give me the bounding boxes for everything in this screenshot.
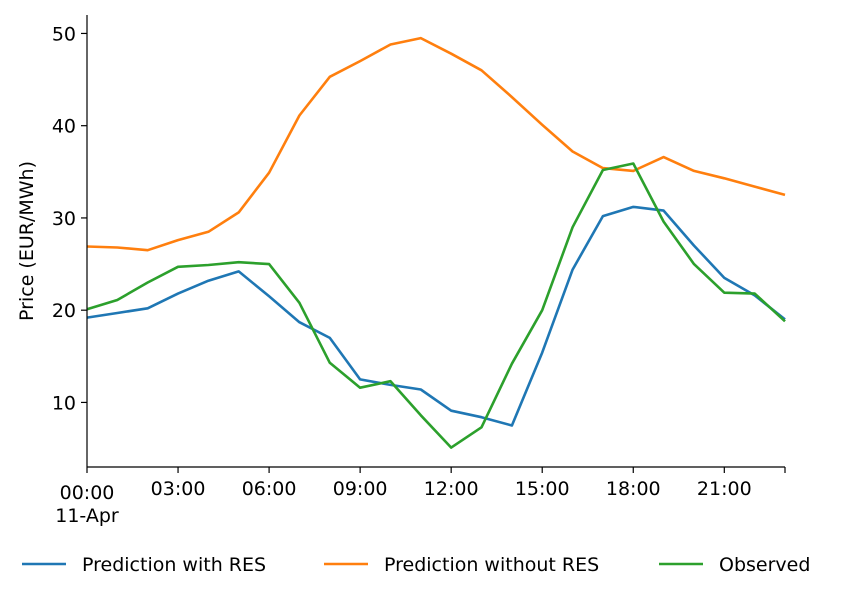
y-tick-label: 40 <box>52 116 76 138</box>
x-tick-label: 06:00 <box>242 478 297 500</box>
series-line-2 <box>86 162 786 449</box>
x-tick-label: 00:00 <box>60 482 115 504</box>
y-axis-label: Price (EUR/MWh) <box>16 161 38 321</box>
x-tick-label: 03:00 <box>151 478 206 500</box>
x-tick-sublabel: 11-Apr <box>55 505 119 527</box>
series-layer <box>86 36 786 449</box>
series-line-0 <box>86 205 786 427</box>
x-tick-label: 21:00 <box>697 478 752 500</box>
y-tick-label: 20 <box>52 300 76 322</box>
y-tick-label: 10 <box>52 392 76 414</box>
legend-label: Observed <box>719 554 810 576</box>
axes-layer <box>86 15 785 468</box>
legend-label: Prediction without RES <box>384 554 599 576</box>
y-tick-label: 30 <box>52 208 76 230</box>
series-line-1 <box>86 36 786 252</box>
y-tick-label: 50 <box>52 23 76 45</box>
x-tick-label: 18:00 <box>606 478 661 500</box>
legend-label: Prediction with RES <box>82 554 266 576</box>
x-tick-label: 09:00 <box>333 478 388 500</box>
legend: Prediction with RES Prediction without RE… <box>22 554 810 576</box>
y-ticks: 10 20 30 40 50 <box>52 23 87 414</box>
x-tick-label: 15:00 <box>515 478 570 500</box>
x-tick-label: 12:00 <box>424 478 479 500</box>
